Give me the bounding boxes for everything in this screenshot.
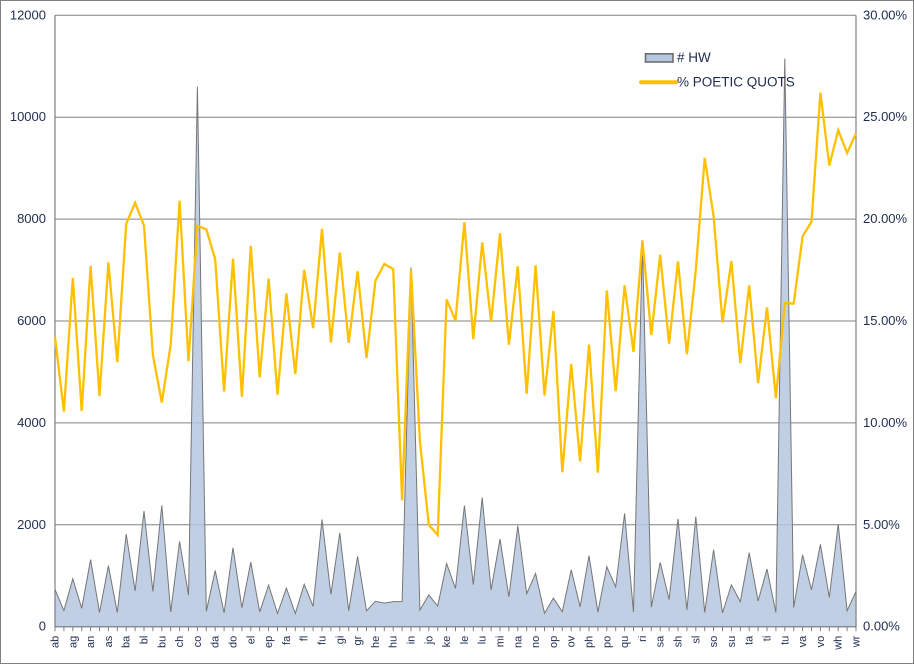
svg-text:as: as	[103, 635, 115, 647]
svg-text:10000: 10000	[10, 109, 46, 124]
svg-text:do: do	[228, 636, 240, 648]
svg-text:fa: fa	[281, 635, 293, 645]
svg-text:mi: mi	[495, 636, 507, 648]
svg-text:ta: ta	[744, 635, 756, 645]
svg-text:hu: hu	[388, 636, 400, 648]
svg-text:15.00%: 15.00%	[863, 313, 908, 328]
svg-text:bl: bl	[139, 636, 151, 645]
svg-text:wh: wh	[833, 636, 845, 651]
svg-text:8000: 8000	[17, 211, 46, 226]
svg-text:5.00%: 5.00%	[863, 517, 900, 532]
svg-text:va: va	[797, 635, 809, 648]
svg-text:su: su	[726, 636, 738, 648]
svg-text:gr: gr	[352, 635, 364, 645]
svg-text:4000: 4000	[17, 415, 46, 430]
svg-text:vo: vo	[815, 636, 827, 648]
svg-text:ph: ph	[584, 636, 596, 648]
svg-text:25.00%: 25.00%	[863, 109, 908, 124]
svg-text:0: 0	[39, 619, 46, 634]
svg-text:jo: jo	[423, 636, 435, 646]
svg-text:he: he	[370, 636, 382, 648]
svg-text:ep: ep	[263, 636, 275, 648]
svg-text:no: no	[530, 636, 542, 648]
svg-text:ch: ch	[174, 636, 186, 648]
svg-text:sl: sl	[690, 636, 702, 644]
svg-text:wr: wr	[851, 635, 863, 648]
svg-text:ke: ke	[441, 636, 453, 648]
svg-text:so: so	[708, 636, 720, 648]
svg-text:bu: bu	[156, 636, 168, 648]
svg-text:20.00%: 20.00%	[863, 211, 908, 226]
svg-text:gi: gi	[334, 636, 346, 645]
svg-text:10.00%: 10.00%	[863, 415, 908, 430]
svg-text:lu: lu	[477, 636, 489, 645]
svg-text:fl: fl	[299, 636, 311, 642]
svg-text:0.00%: 0.00%	[863, 619, 900, 634]
svg-text:op: op	[548, 636, 560, 648]
svg-text:in: in	[406, 636, 418, 645]
svg-text:el: el	[245, 636, 257, 645]
svg-text:ti: ti	[762, 636, 774, 642]
svg-text:co: co	[192, 636, 204, 648]
svg-text:da: da	[210, 635, 222, 648]
svg-text:# HW: # HW	[677, 50, 711, 65]
svg-text:6000: 6000	[17, 313, 46, 328]
svg-text:12000: 12000	[10, 7, 46, 22]
svg-text:fu: fu	[317, 636, 329, 645]
svg-text:ba: ba	[121, 635, 133, 648]
svg-text:qu: qu	[619, 636, 631, 648]
svg-text:sa: sa	[655, 635, 667, 648]
svg-text:% POETIC QUOTS: % POETIC QUOTS	[677, 75, 795, 90]
svg-text:tu: tu	[779, 636, 791, 645]
svg-text:2000: 2000	[17, 517, 46, 532]
svg-text:ov: ov	[566, 635, 578, 647]
svg-text:an: an	[85, 636, 97, 648]
svg-text:na: na	[512, 635, 524, 648]
svg-text:ab: ab	[50, 636, 62, 648]
svg-text:ri: ri	[637, 636, 649, 642]
svg-text:le: le	[459, 636, 471, 645]
svg-text:ag: ag	[67, 636, 79, 648]
svg-text:30.00%: 30.00%	[863, 7, 908, 22]
svg-text:sh: sh	[673, 636, 685, 648]
svg-text:po: po	[601, 636, 613, 648]
